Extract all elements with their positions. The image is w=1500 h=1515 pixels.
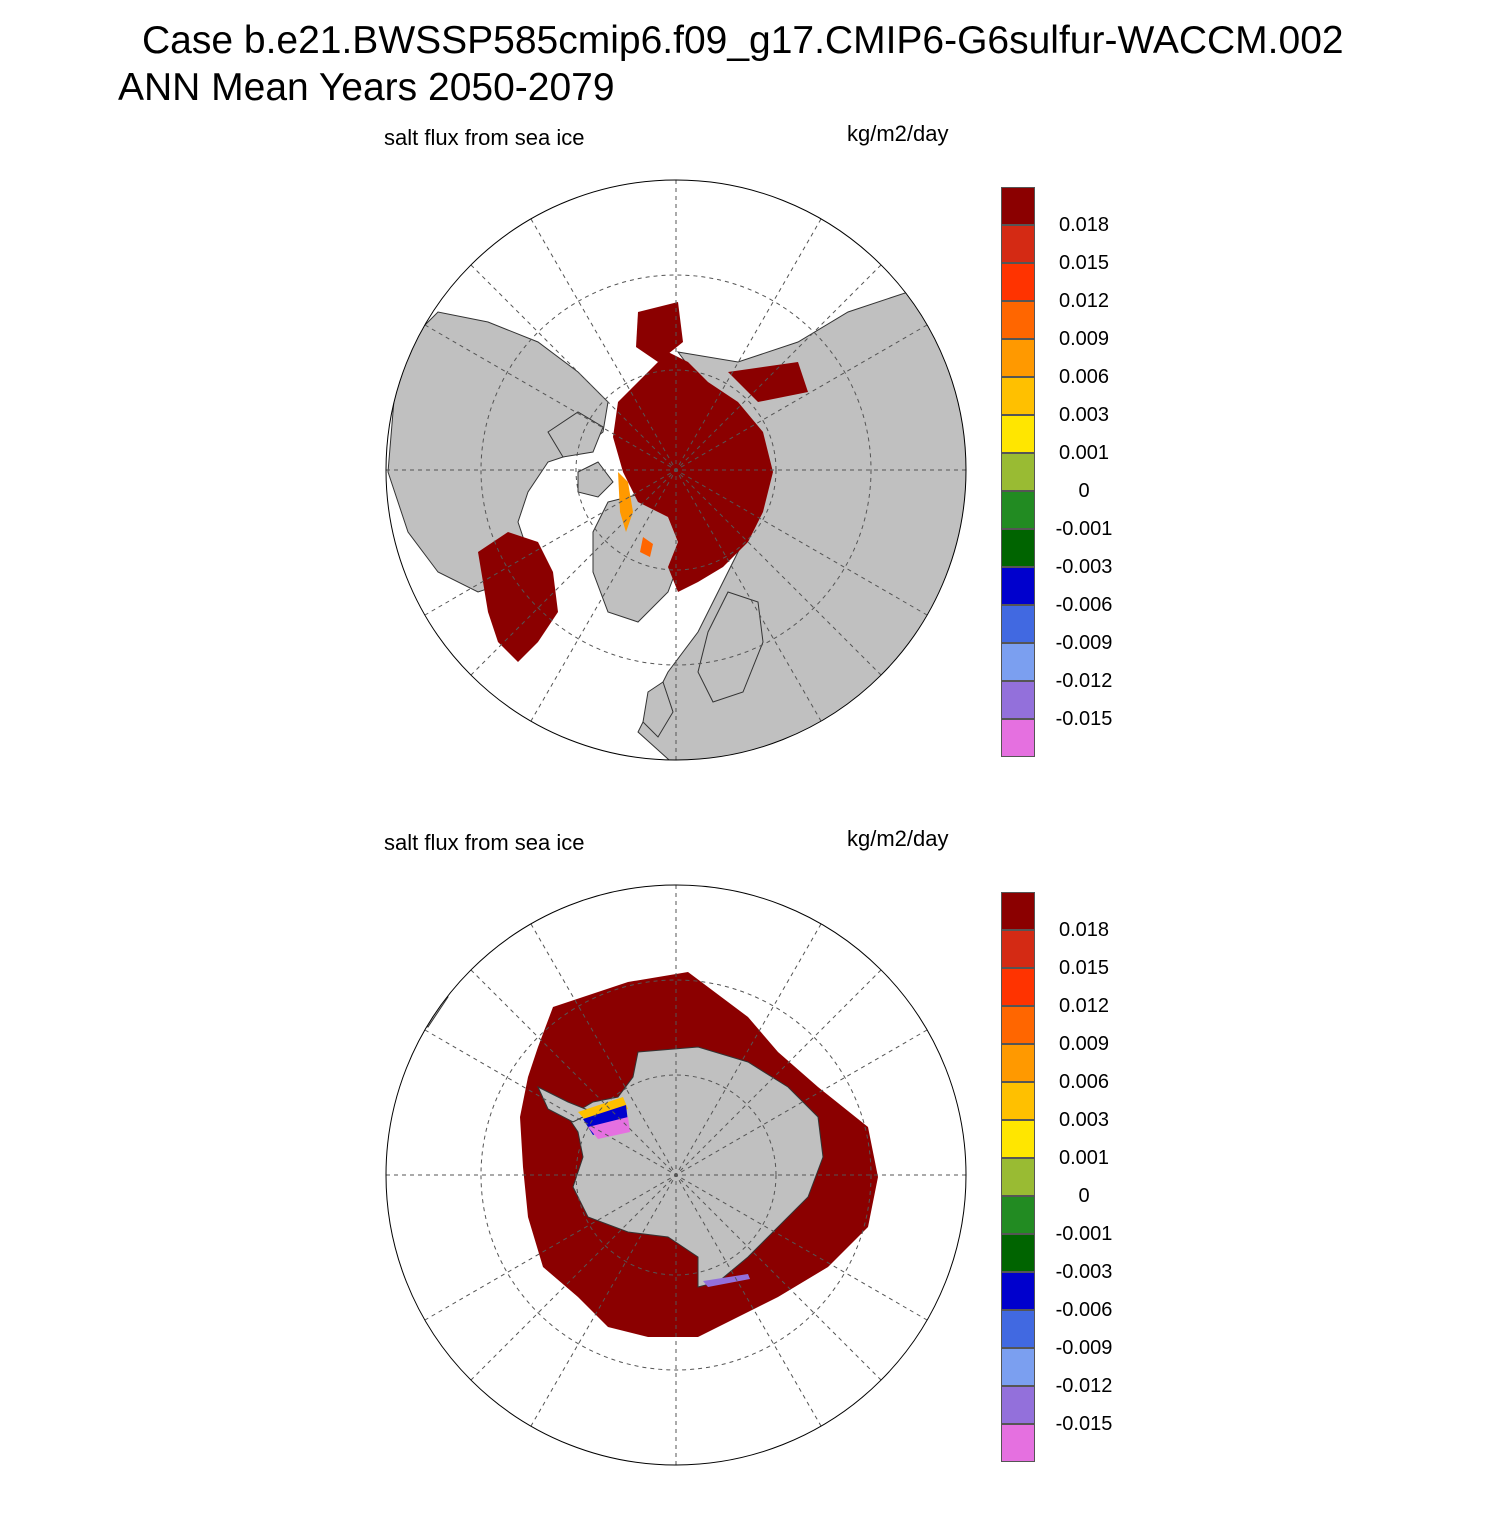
colorbar-swatch — [1001, 1120, 1035, 1158]
colorbar-swatch — [1001, 415, 1035, 453]
colorbar-tick-label: -0.012 — [1055, 1375, 1113, 1397]
panel-south-variable-label: salt flux from sea ice — [384, 830, 585, 855]
colorbar-swatch — [1001, 491, 1035, 529]
colorbar-tick-label: 0.015 — [1058, 252, 1110, 274]
south-map-border — [385, 884, 967, 1466]
figure-title-line1: Case b.e21.BWSSP585cmip6.f09_g17.CMIP6-G… — [142, 19, 1344, 62]
colorbar-swatch — [1001, 1272, 1035, 1310]
colorbar-swatch — [1001, 643, 1035, 681]
panel-north: salt flux from sea ice kg/m2/day — [0, 110, 1500, 810]
colorbar-swatch — [1001, 1386, 1035, 1424]
colorbar-swatch — [1001, 529, 1035, 567]
colorbar-tick-label: -0.006 — [1055, 1299, 1113, 1321]
colorbar-tick-label: 0.001 — [1058, 1147, 1110, 1169]
panel-north-variable-label: salt flux from sea ice — [384, 125, 585, 150]
north-sea-ice-high-flux — [478, 302, 808, 662]
colorbar-swatch — [1001, 1006, 1035, 1044]
colorbar-swatch — [1001, 377, 1035, 415]
north-map-border — [385, 179, 967, 761]
colorbar-swatch — [1001, 187, 1035, 225]
north-mid-flux-edge — [640, 537, 653, 557]
colorbar-tick-label: -0.015 — [1055, 708, 1113, 730]
figure-title-line2: ANN Mean Years 2050-2079 — [118, 66, 615, 109]
colorbar-swatch — [1001, 1044, 1035, 1082]
north-land — [387, 291, 966, 760]
colorbar-tick-label: -0.003 — [1055, 556, 1113, 578]
colorbar-tick-label: 0 — [1078, 480, 1090, 502]
colorbar-tick-label: 0.018 — [1058, 919, 1110, 941]
colorbar-tick-label: -0.015 — [1055, 1413, 1113, 1435]
colorbar-swatch — [1001, 681, 1035, 719]
colorbar-tick-label: 0.018 — [1058, 214, 1110, 236]
colorbar-swatch — [1001, 605, 1035, 643]
colorbar-tick-label: 0.003 — [1058, 1109, 1110, 1131]
south-polar-map — [385, 884, 967, 1466]
colorbar-swatch — [1001, 1424, 1035, 1462]
colorbar-swatch — [1001, 1310, 1035, 1348]
colorbar-swatch — [1001, 968, 1035, 1006]
colorbar-tick-label: 0.009 — [1058, 328, 1110, 350]
colorbar-tick-label: -0.012 — [1055, 670, 1113, 692]
colorbar-tick-label: 0.003 — [1058, 404, 1110, 426]
north-polar-map — [385, 179, 967, 761]
colorbar-swatch — [1001, 225, 1035, 263]
colorbar-tick-label: -0.001 — [1055, 1223, 1113, 1245]
colorbar-swatch — [1001, 930, 1035, 968]
north-low-flux-edge — [618, 472, 633, 532]
colorbar-swatch — [1001, 339, 1035, 377]
colorbar-tick-label: -0.001 — [1055, 518, 1113, 540]
colorbar-swatch — [1001, 1158, 1035, 1196]
colorbar-tick-label: 0.009 — [1058, 1033, 1110, 1055]
south-weddell-strong-negative — [588, 1117, 630, 1139]
colorbar-tick-label: 0 — [1078, 1185, 1090, 1207]
colorbar-swatch — [1001, 892, 1035, 930]
panel-north-units-label: kg/m2/day — [847, 121, 949, 146]
colorbar-swatch — [1001, 301, 1035, 339]
colorbar-swatch — [1001, 1234, 1035, 1272]
colorbar-tick-label: -0.009 — [1055, 632, 1113, 654]
colorbar-swatch — [1001, 567, 1035, 605]
south-graticule — [386, 885, 966, 1465]
panel-south-units-label: kg/m2/day — [847, 826, 949, 851]
colorbar-tick-label: 0.006 — [1058, 1071, 1110, 1093]
colorbar-swatch — [1001, 719, 1035, 757]
colorbar-swatch — [1001, 263, 1035, 301]
colorbar-tick-label: -0.003 — [1055, 1261, 1113, 1283]
colorbar-tick-label: -0.009 — [1055, 1337, 1113, 1359]
north-graticule — [386, 180, 966, 760]
south-weddell-positive-edge — [578, 1097, 628, 1123]
colorbar-tick-label: 0.006 — [1058, 366, 1110, 388]
colorbar-swatch — [1001, 453, 1035, 491]
panel-south: salt flux from sea ice kg/m2/day — [0, 815, 1500, 1515]
colorbar-swatch — [1001, 1196, 1035, 1234]
colorbar-swatch — [1001, 1082, 1035, 1120]
colorbar-tick-label: 0.015 — [1058, 957, 1110, 979]
colorbar-tick-label: 0.012 — [1058, 995, 1110, 1017]
colorbar-tick-label: 0.012 — [1058, 290, 1110, 312]
colorbar-tick-label: -0.006 — [1055, 594, 1113, 616]
colorbar-tick-label: 0.001 — [1058, 442, 1110, 464]
colorbar-swatch — [1001, 1348, 1035, 1386]
south-ross-negative-edge — [703, 1274, 750, 1287]
